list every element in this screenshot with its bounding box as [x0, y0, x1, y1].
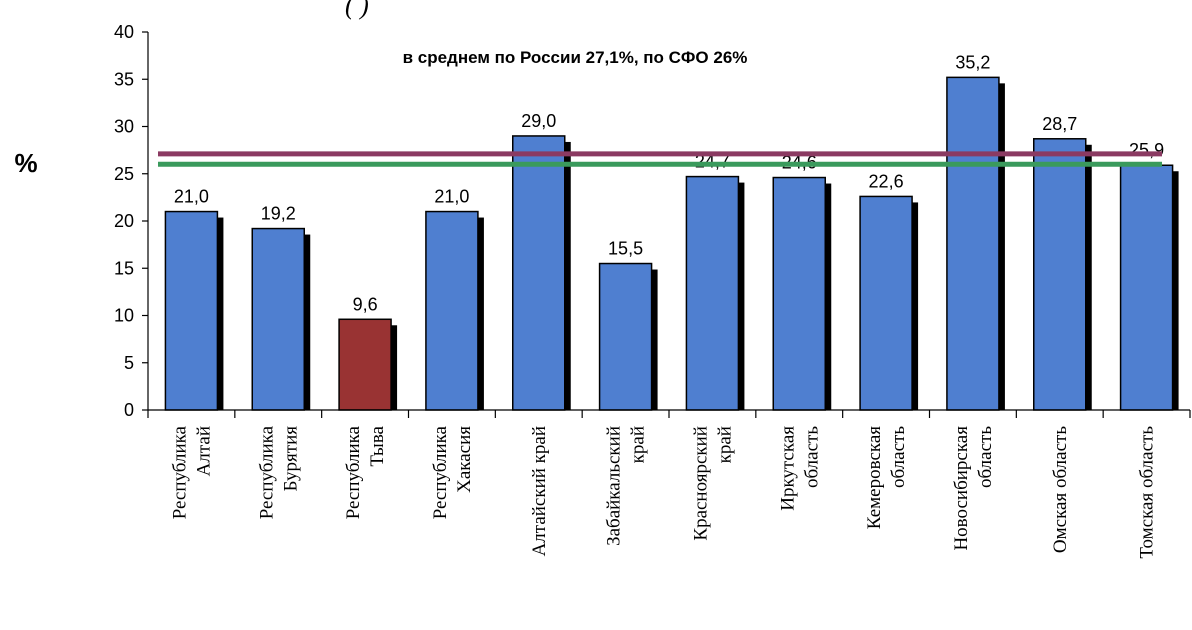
- plot-area: 0 5 10 15 20 25 30 35 40% в среднем по России 27,…: [14, 22, 1191, 559]
- data-label: 15,5: [608, 239, 643, 259]
- bar: [1033, 138, 1087, 411]
- y-tick-label: 30: [114, 117, 134, 137]
- x-tick-label: Кемеровская: [864, 426, 885, 530]
- data-label: 35,2: [955, 52, 990, 72]
- bar: [338, 318, 392, 411]
- bar: [598, 262, 653, 411]
- x-tick-label: Республика: [256, 425, 277, 519]
- bar: [859, 195, 913, 411]
- y-tick-label: 35: [114, 69, 134, 89]
- x-tick-label: край: [628, 426, 649, 463]
- bar: [425, 210, 479, 411]
- bar: [251, 227, 305, 411]
- y-tick-label: 40: [114, 22, 134, 42]
- y-tick-label: 25: [114, 164, 134, 184]
- x-tick-label: край: [714, 426, 735, 463]
- y-tick-label: 20: [114, 211, 134, 231]
- x-tick-label: Бурятия: [280, 426, 301, 492]
- bar: [164, 210, 219, 411]
- x-tick-label: область: [801, 426, 822, 488]
- header-fragment: ( ): [345, 0, 369, 20]
- x-tick-label: Забайкальский: [604, 426, 625, 546]
- x-tick-label: область: [888, 426, 909, 488]
- x-tick-label: Алтай: [193, 426, 214, 476]
- bar: [512, 135, 566, 411]
- bar: [685, 175, 740, 411]
- x-tick-label: Алтайский край: [529, 426, 550, 556]
- x-tick-label: Хакасия: [454, 426, 475, 493]
- x-tick-label: Иркутская: [777, 426, 798, 511]
- y-tick-label: 10: [114, 306, 134, 326]
- chart-annotation: в среднем по России 27,1%, по СФО 26%: [403, 48, 748, 67]
- x-tick-label: Республика: [169, 425, 190, 519]
- x-tick-label: Томская область: [1137, 426, 1158, 559]
- x-tick-label: Новосибирская: [951, 426, 972, 551]
- data-label: 21,0: [174, 187, 209, 207]
- x-tick-label: Тыва: [367, 425, 388, 466]
- y-axis-label: %: [14, 148, 37, 178]
- data-label: 25,9: [1129, 140, 1164, 160]
- data-label: 22,6: [869, 171, 904, 191]
- y-tick-label: 5: [124, 353, 134, 373]
- bar: [772, 176, 826, 411]
- x-tick-label: Республика: [343, 425, 364, 519]
- y-tick-label: 15: [114, 258, 134, 278]
- data-label: 9,6: [353, 294, 378, 314]
- bar: [1119, 164, 1174, 411]
- x-tick-label: Красноярский: [690, 426, 711, 541]
- data-label: 21,0: [434, 187, 469, 207]
- x-tick-label: Республика: [430, 425, 451, 519]
- x-tick-label: область: [975, 426, 996, 488]
- y-tick-label: 0: [124, 400, 134, 420]
- data-label: 29,0: [521, 111, 556, 131]
- data-label: 19,2: [261, 204, 296, 224]
- bar: [946, 76, 1000, 411]
- data-label: 28,7: [1042, 114, 1077, 134]
- x-tick-label: Омская область: [1050, 426, 1071, 553]
